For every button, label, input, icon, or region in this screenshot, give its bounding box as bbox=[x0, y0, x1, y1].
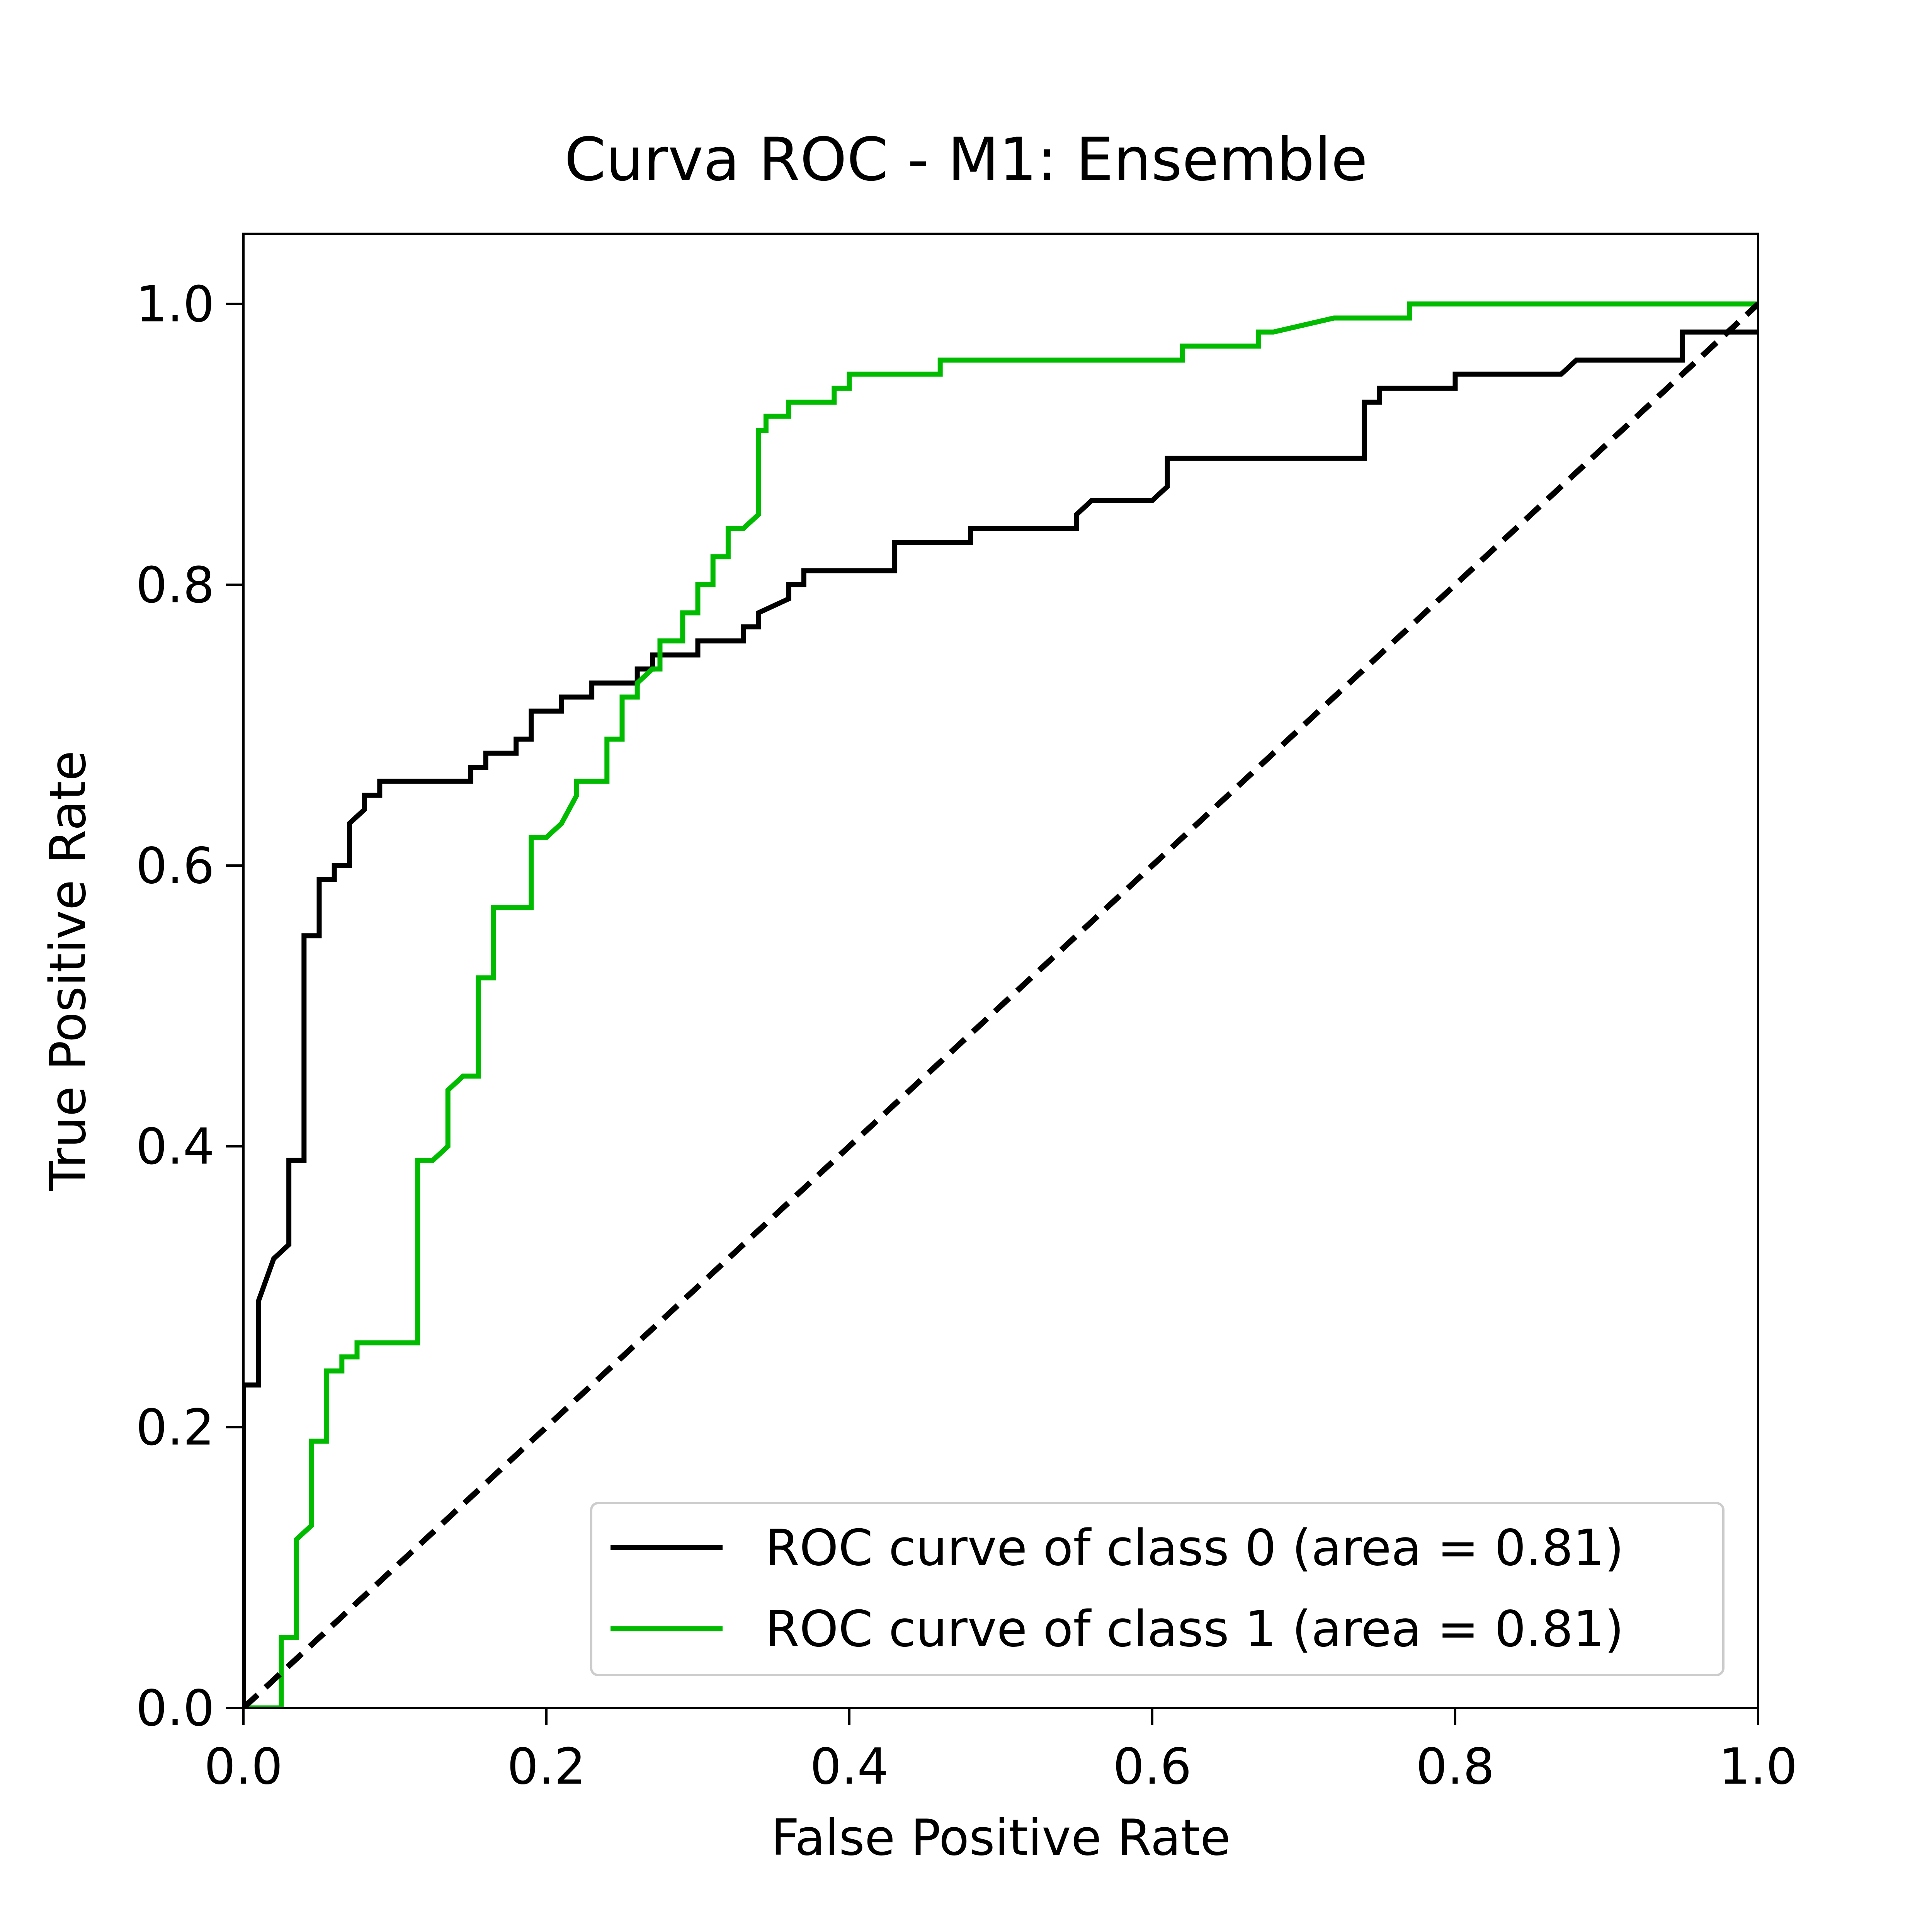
y-tick-label: 0.0 bbox=[136, 1680, 214, 1737]
plot-area bbox=[242, 233, 1759, 1709]
x-axis-label: False Positive Rate bbox=[771, 1809, 1231, 1867]
chart-title: Curva ROC - M1: Ensemble bbox=[565, 125, 1368, 194]
y-axis: 0.0 0.2 0.4 0.6 0.8 1.0 bbox=[136, 276, 243, 1737]
x-tick-label: 0.2 bbox=[507, 1738, 586, 1796]
plot-background bbox=[243, 234, 1758, 1708]
roc-curve-class-0 bbox=[243, 329, 1758, 1708]
plot-frame bbox=[242, 233, 1759, 1709]
legend-label: ROC curve of class 0 (area = 0.81) bbox=[765, 1519, 1624, 1577]
x-tick-label: 0.0 bbox=[204, 1738, 283, 1796]
y-tick-label: 0.2 bbox=[136, 1399, 214, 1456]
legend-box bbox=[590, 1502, 1725, 1676]
y-tick-label: 1.0 bbox=[136, 276, 214, 333]
x-tick-label: 0.4 bbox=[810, 1738, 889, 1796]
y-tick-label: 0.8 bbox=[136, 556, 214, 614]
chance-line bbox=[243, 302, 1758, 1708]
roc-curve-class-1 bbox=[243, 301, 1758, 1708]
legend-label: ROC curve of class 1 (area = 0.81) bbox=[765, 1600, 1624, 1658]
y-tick-label: 0.4 bbox=[136, 1118, 214, 1176]
x-axis: 0.0 0.2 0.4 0.6 0.8 1.0 bbox=[204, 1708, 1798, 1796]
y-tick-label: 0.6 bbox=[136, 837, 214, 895]
y-axis-label: True Positive Rate bbox=[39, 750, 97, 1191]
x-tick-label: 0.8 bbox=[1416, 1738, 1495, 1796]
legend: ROC curve of class 0 (area = 0.81) ROC cu… bbox=[590, 1502, 1725, 1676]
series-layer bbox=[243, 301, 1758, 1708]
x-tick-label: 1.0 bbox=[1719, 1738, 1798, 1796]
x-tick-label: 0.6 bbox=[1113, 1738, 1192, 1796]
